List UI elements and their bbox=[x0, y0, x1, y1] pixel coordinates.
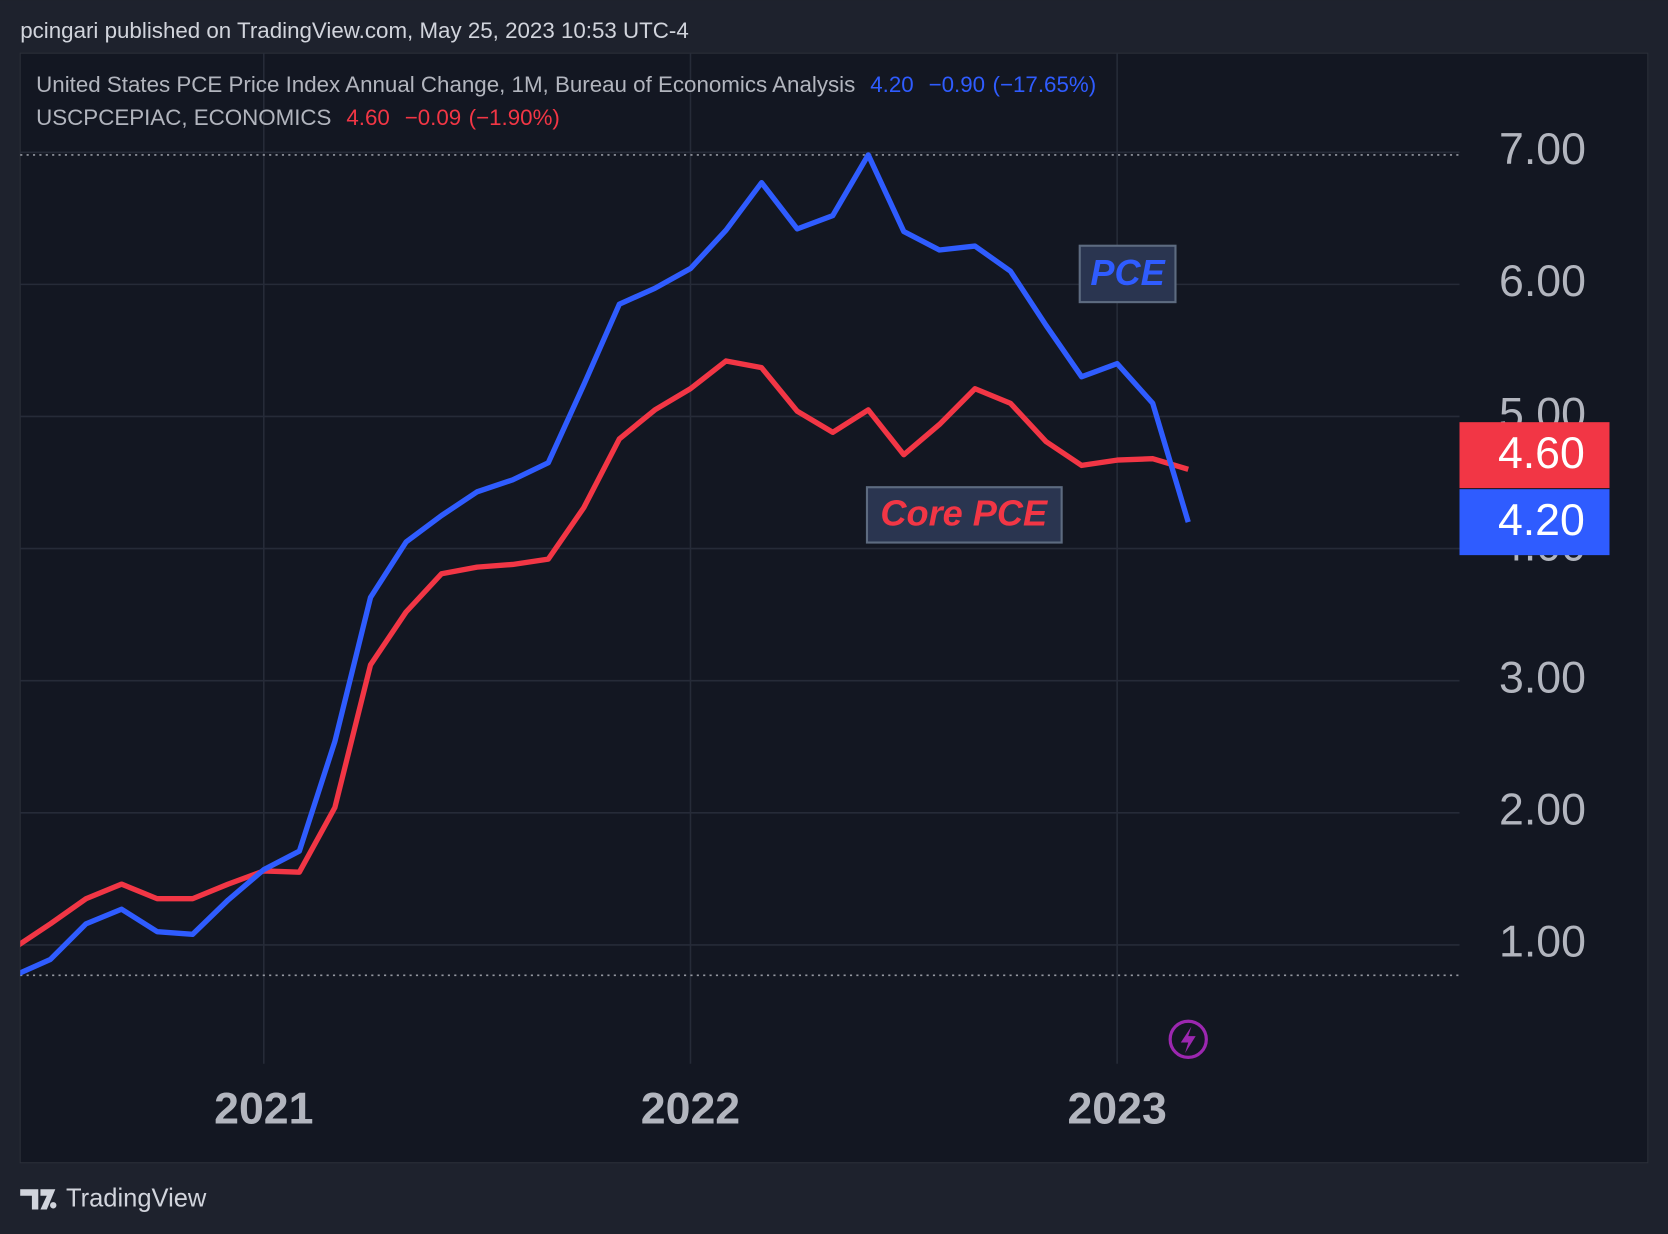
x-tick-label: 2021 bbox=[214, 1084, 313, 1133]
chart-pane bbox=[19, 52, 1649, 1164]
price-tag-label: 4.20 bbox=[1498, 496, 1585, 545]
y-tick-label: 7.00 bbox=[1499, 125, 1586, 174]
annotation: Core PCE bbox=[880, 492, 1049, 533]
legend: United States PCE Price Index Annual Cha… bbox=[36, 72, 1096, 130]
x-tick-label: 2022 bbox=[641, 1084, 740, 1133]
lightning-icon bbox=[1168, 1019, 1208, 1059]
plot bbox=[20, 152, 1191, 976]
annotation: PCE bbox=[1090, 252, 1166, 293]
legend-value: 4.60 bbox=[346, 105, 389, 130]
y-tick-label: 2.00 bbox=[1499, 786, 1586, 835]
legend-name: United States PCE Price Index Annual Cha… bbox=[36, 72, 855, 97]
legend-change: −0.09 bbox=[405, 105, 461, 130]
y-tick-label: 3.00 bbox=[1499, 653, 1586, 702]
legend-name: USCPCEPIAC, ECONOMICS bbox=[36, 105, 331, 130]
legend-value: 4.20 bbox=[870, 72, 913, 97]
price-tag-label: 4.60 bbox=[1498, 429, 1585, 478]
footer-brand: TradingView bbox=[66, 1185, 207, 1213]
core-pce-annotation: Core PCE bbox=[865, 486, 1063, 544]
price-tags: 4.20 4.60 bbox=[1459, 422, 1610, 556]
publisher: pcingari published on TradingView.com, M… bbox=[20, 18, 689, 43]
legend-change-pct: (−17.65%) bbox=[993, 72, 1097, 97]
price-tag bbox=[1459, 422, 1610, 489]
series-line bbox=[20, 358, 1190, 948]
y-tick-label: 6.00 bbox=[1499, 257, 1586, 306]
x-tick-label: 2023 bbox=[1067, 1084, 1166, 1133]
pce-annotation: PCE bbox=[1078, 244, 1177, 304]
annotation-box bbox=[865, 486, 1063, 544]
footer-logo bbox=[20, 1189, 57, 1210]
price-tag bbox=[1459, 489, 1610, 556]
series-line bbox=[20, 152, 1191, 976]
annotation-box bbox=[1078, 244, 1177, 304]
legend-change-pct: (−1.90%) bbox=[469, 105, 560, 130]
legend-change: −0.90 bbox=[929, 72, 986, 97]
y-tick-label: 1.00 bbox=[1499, 918, 1586, 967]
